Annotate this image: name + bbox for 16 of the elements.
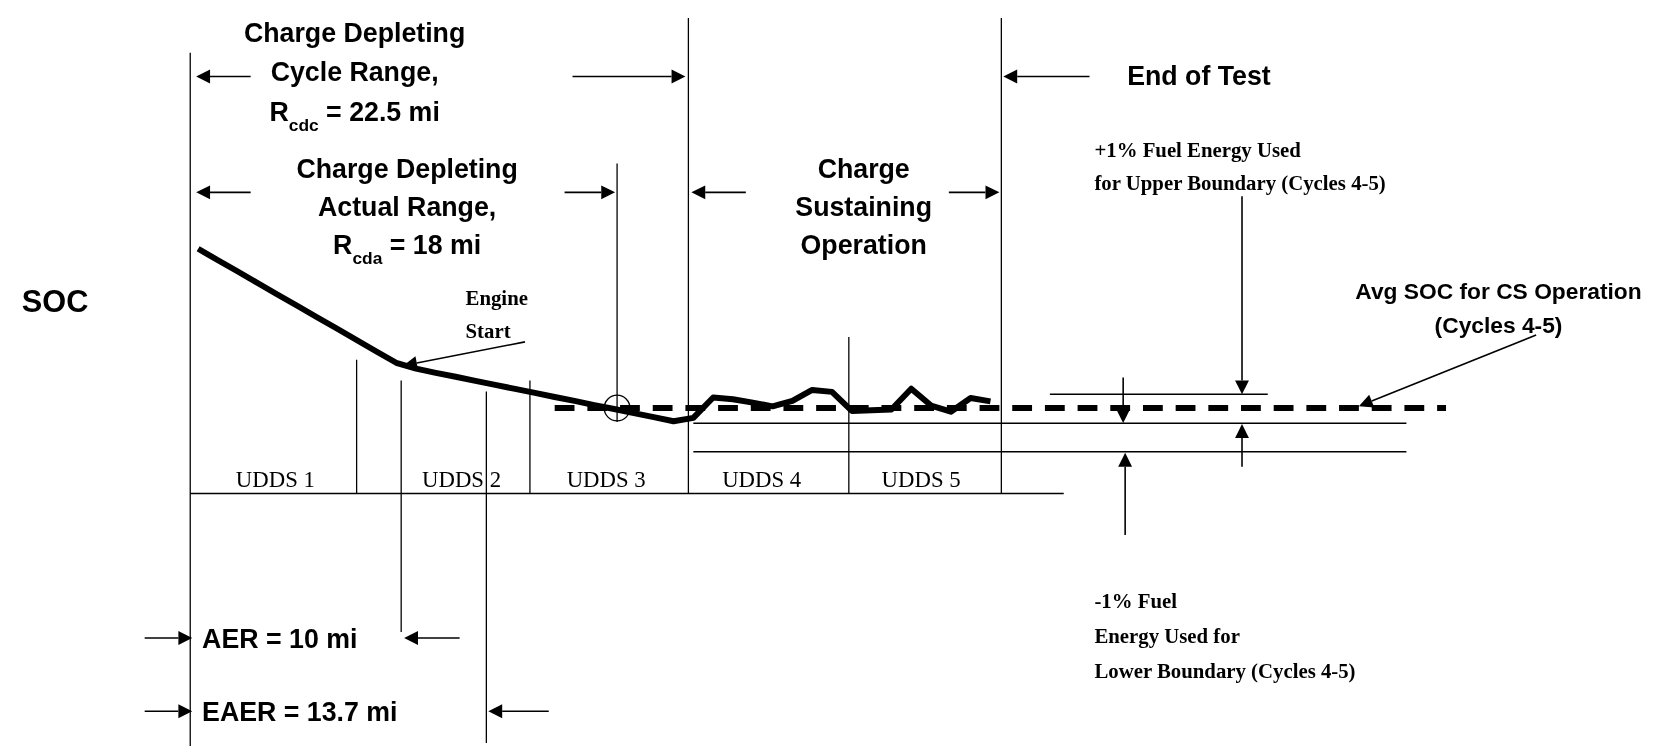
text: -1% Fuel Energy Used for Lower Boundary (Cycles 4-5) (1094, 589, 1356, 683)
annotation: Charge Depleting Actual Range, R$_{cda}$ = 18 mi (296, 154, 518, 268)
annotation: Avg SOC for CS Operation (Cycles 4-5) (1355, 278, 1642, 338)
annotation: UDDS 2 (422, 467, 502, 493)
text: End of Test (1127, 61, 1271, 92)
y-axis-title: SOC (21, 284, 89, 320)
annotation: UDDS 1 (235, 467, 315, 493)
annotation: Engine Start (465, 286, 528, 342)
text: +1% Fuel Energy Used for Upper Boundary (Cycles 4-5) (1094, 137, 1386, 196)
annotation: UDDS 5 (881, 467, 961, 493)
text: Charge Depleting Cycle Range, R$_{cdc}$ = 22.5 mi (243, 17, 466, 136)
text: EAER = 13.7 mi (202, 697, 398, 728)
annotation: UDDS 4 (722, 467, 802, 493)
annotation: UDDS 3 (566, 467, 646, 493)
annotation: Charge Sustaining Operation (795, 154, 933, 260)
text: AER = 10 mi (202, 623, 358, 654)
